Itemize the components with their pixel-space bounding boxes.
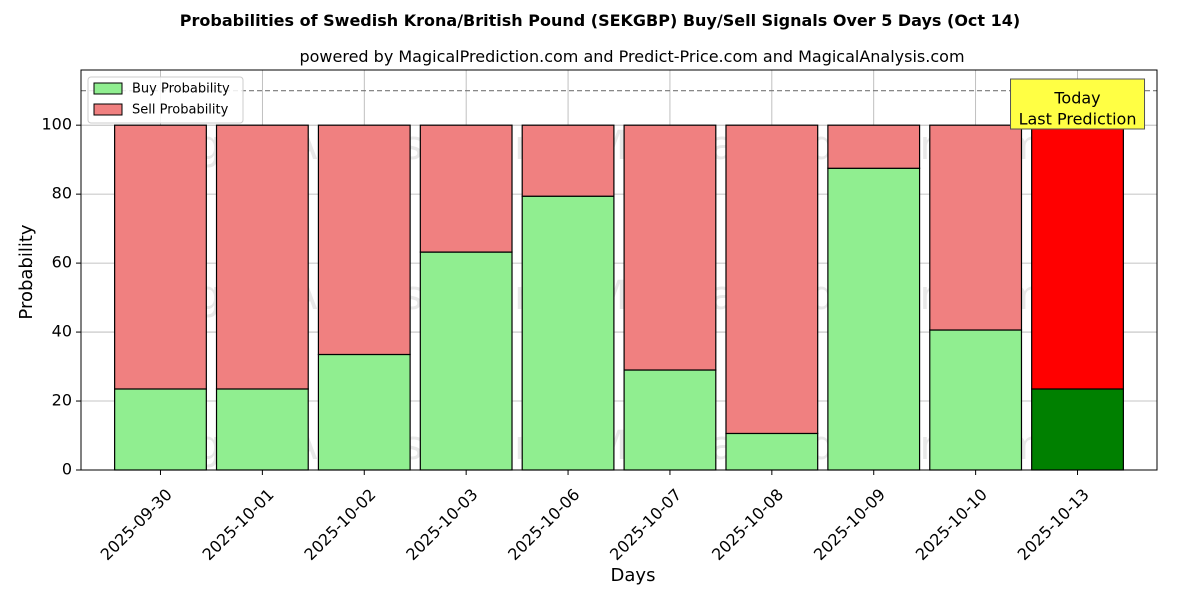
buy-bar xyxy=(827,167,921,471)
legend-label: Buy Probability xyxy=(132,82,230,97)
chart-title: Probabilities of Swedish Krona/British P… xyxy=(180,11,1020,30)
legend-swatch xyxy=(93,82,123,95)
today-annotation-box xyxy=(1010,78,1146,130)
y-tick-label: 40 xyxy=(52,322,72,341)
sell-bar xyxy=(725,124,819,435)
buy-bar xyxy=(725,432,819,471)
sell-bar xyxy=(419,124,513,253)
buy-bar xyxy=(1031,388,1124,471)
buy-bar xyxy=(521,195,615,471)
buy-bar xyxy=(114,388,207,471)
legend-label: Sell Probability xyxy=(132,103,229,118)
sell-bar xyxy=(827,124,921,169)
y-tick-label: 60 xyxy=(52,253,72,272)
y-tick-label: 20 xyxy=(52,391,72,410)
y-tick-label: 100 xyxy=(41,115,72,134)
sell-bar xyxy=(1031,124,1124,390)
y-axis-label: Probability xyxy=(16,224,37,319)
today-annotation-text: Last Prediction xyxy=(1019,110,1137,129)
chart-subtitle: powered by MagicalPrediction.com and Pre… xyxy=(299,47,964,66)
x-axis-label: Days xyxy=(611,565,656,586)
sell-bar xyxy=(215,124,309,390)
y-tick-label: 80 xyxy=(52,184,72,203)
buy-bar xyxy=(623,369,717,471)
legend-box xyxy=(87,76,244,124)
today-annotation-text: Today xyxy=(1053,89,1100,108)
sell-bar xyxy=(317,124,411,356)
buy-bar xyxy=(419,251,513,471)
legend-swatch xyxy=(93,103,123,116)
buy-bar xyxy=(215,388,309,471)
buy-bar xyxy=(929,329,1023,471)
y-tick-label: 0 xyxy=(62,460,72,479)
axes-frame xyxy=(80,69,1158,471)
sell-bar xyxy=(521,124,615,197)
sell-bar xyxy=(929,124,1023,331)
sell-bar xyxy=(623,124,717,371)
sell-bar xyxy=(114,124,207,390)
buy-bar xyxy=(317,353,411,471)
